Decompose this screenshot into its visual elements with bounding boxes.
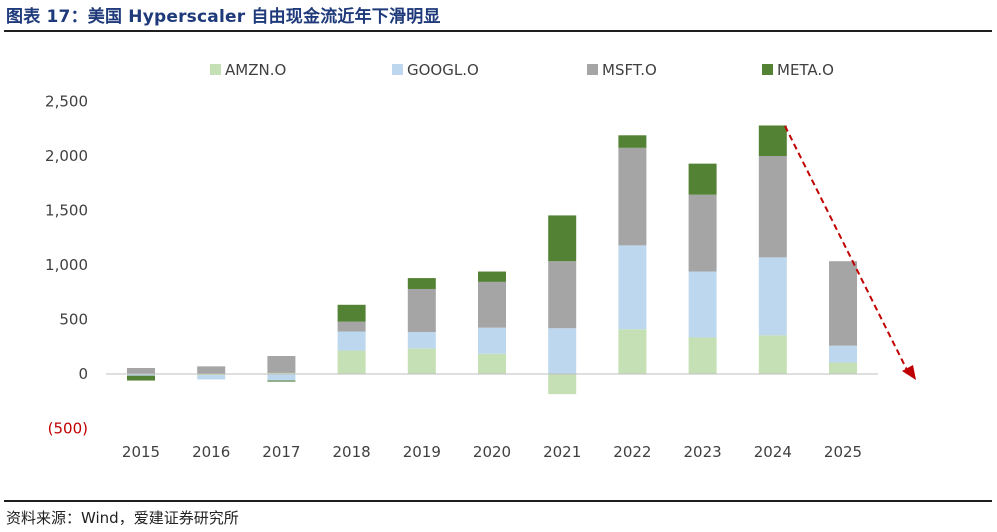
bar-segment-googl-o	[267, 374, 296, 381]
bar-segment-msft-o	[267, 356, 296, 373]
legend-swatch	[762, 64, 773, 75]
x-tick-label: 2015	[122, 443, 160, 461]
x-tick-label: 2025	[824, 443, 862, 461]
bar-segment-msft-o	[618, 147, 647, 246]
bar-segment-amzn-o	[688, 337, 717, 374]
x-tick-label: 2016	[192, 443, 230, 461]
x-tick-label: 2024	[754, 443, 792, 461]
y-tick-label: 2,500	[45, 93, 88, 111]
bottom-divider	[4, 500, 992, 502]
bar-segment-amzn-o	[618, 329, 647, 374]
bar-segment-googl-o	[618, 245, 647, 330]
bar-segment-meta-o	[688, 163, 717, 195]
y-tick-label: (500)	[48, 420, 88, 438]
legend-label: MSFT.O	[602, 61, 657, 79]
bar-segment-amzn-o	[548, 374, 577, 395]
bar-segment-googl-o	[478, 327, 506, 354]
legend-label: GOOGL.O	[407, 61, 479, 79]
legend-swatch	[210, 64, 221, 75]
legend-swatch	[587, 64, 598, 75]
source-note: 资料来源：Wind，爱建证券研究所	[6, 509, 239, 527]
bar-segment-amzn-o	[478, 353, 506, 374]
bar-segment-msft-o	[478, 281, 506, 328]
bar-segment-googl-o	[688, 271, 717, 338]
stacked-bar-chart: (500) 0 500 1,000 1,500 2,000 2,500 2015 2016 201…	[45, 61, 916, 461]
bar-segment-msft-o	[758, 156, 787, 258]
y-tick-label: 0	[78, 365, 88, 383]
bar-segment-meta-o	[618, 135, 647, 148]
y-tick-label: 500	[59, 311, 88, 329]
bar-segment-amzn-o	[337, 350, 366, 374]
bar-segment-googl-o	[337, 331, 366, 351]
bar-segment-googl-o	[127, 374, 155, 376]
bar-segment-amzn-o	[197, 374, 226, 376]
bar-segment-msft-o	[407, 288, 436, 333]
x-tick-label: 2017	[262, 443, 300, 461]
bar-segment-amzn-o	[829, 362, 857, 374]
bar-segment-msft-o	[548, 261, 577, 329]
bar-segment-meta-o	[758, 125, 787, 156]
x-tick-label: 2020	[473, 443, 511, 461]
legend-label: AMZN.O	[225, 61, 286, 79]
bar-segment-googl-o	[548, 328, 577, 374]
decline-arrow-line	[784, 125, 909, 373]
bar-segment-meta-o	[337, 304, 366, 322]
bar-segment-amzn-o	[267, 372, 296, 374]
decline-arrow-head	[902, 365, 916, 380]
y-tick-label: 2,000	[45, 147, 88, 165]
y-tick-label: 1,000	[45, 256, 88, 274]
bar-segment-meta-o	[478, 271, 506, 282]
bar-segment-meta-o	[407, 278, 436, 289]
legend-label: META.O	[777, 61, 834, 79]
legend-swatch	[392, 64, 403, 75]
top-divider	[4, 30, 992, 32]
figure-title: 图表 17：美国 Hyperscaler 自由现金流近年下滑明显	[6, 7, 441, 27]
bar-segment-msft-o	[688, 194, 717, 272]
x-tick-label: 2018	[333, 443, 371, 461]
bar-segment-googl-o	[829, 345, 857, 363]
bar-segment-meta-o	[267, 380, 296, 382]
bar-segment-googl-o	[407, 332, 436, 349]
bar-segment-msft-o	[197, 366, 226, 374]
bar-segment-amzn-o	[407, 348, 436, 374]
bar-segment-msft-o	[337, 321, 366, 332]
bar-segment-msft-o	[127, 368, 155, 374]
bar-segment-msft-o	[829, 261, 857, 346]
x-tick-label: 2023	[684, 443, 722, 461]
x-tick-label: 2022	[613, 443, 651, 461]
bar-segment-amzn-o	[758, 335, 787, 374]
bar-segment-meta-o	[127, 375, 155, 381]
x-tick-label: 2019	[403, 443, 441, 461]
x-tick-label: 2021	[543, 443, 581, 461]
bar-segment-googl-o	[758, 257, 787, 336]
bar-segment-meta-o	[548, 215, 577, 262]
bar-segment-googl-o	[197, 375, 226, 380]
y-tick-label: 1,500	[45, 202, 88, 220]
